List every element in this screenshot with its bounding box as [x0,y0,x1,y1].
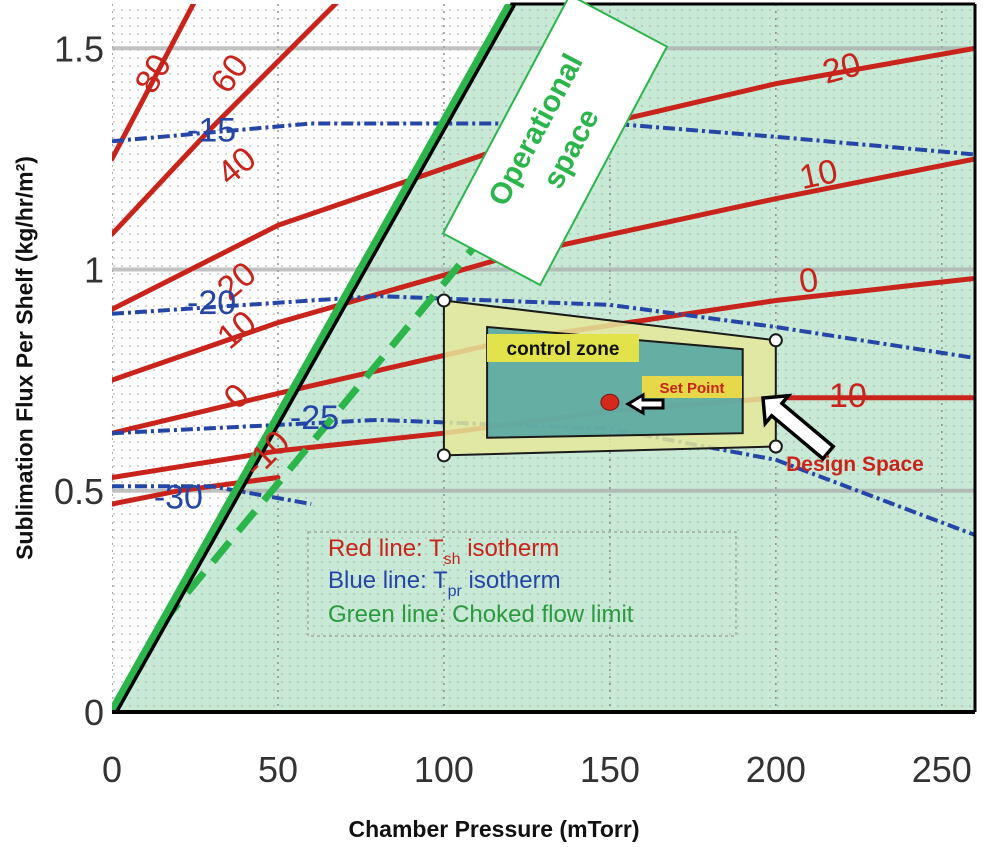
y-axis-label-wrap: Sublimation Flux Per Shelf (kg/hr/m²) [8,0,42,715]
legend-green-entry: Green line: Choked flow limit [328,601,634,628]
y-tick-label: 0 [84,692,104,733]
blue-isotherm-label: -20 [187,284,236,322]
control-zone-label-bg [487,334,639,362]
blue-isotherm-line [112,417,975,537]
design-space-vertex [436,293,451,308]
red-isotherm-line [112,4,339,237]
design-space-vertex [768,439,783,454]
legend-red-entry: Red line: Tsh isotherm [328,535,559,568]
design-space-label: Design Space [786,453,924,476]
blue-isotherm-line [112,294,975,360]
x-tick-label: 50 [258,749,298,790]
design-space-arrow [761,393,836,462]
x-tick-label: 200 [746,749,806,790]
y-tick-label: 1.5 [54,28,104,69]
set-point-label: Set Point [659,380,724,397]
set-point-arrow [625,392,665,416]
design-space-vertex [436,448,451,463]
blue-isotherm-label: -15 [187,111,236,149]
choked-flow-limit-edge [114,4,516,712]
choked-flow-limit-line [112,4,515,712]
y-tick-label: 1 [84,250,104,291]
x-axis-label: Chamber Pressure (mTorr) [348,816,640,842]
blue-isotherm-line [112,121,975,157]
y-tick-label: 0.5 [54,471,104,512]
set-point-label-bg [642,376,742,398]
design-space-arrow-shape [761,393,836,462]
red-isotherm-label: 10 [796,152,841,197]
x-tick-label: 250 [912,749,972,790]
y-axis-label: Sublimation Flux Per Shelf (kg/hr/m²) [11,155,38,560]
blue-isotherm-label: -30 [154,479,203,517]
operational-space-box [441,0,669,287]
red-isotherm-label: -10 [818,377,867,415]
red-isotherm-line [112,4,197,162]
blue-isotherm-label: -25 [290,399,339,437]
legend-box [307,531,737,637]
x-tick-label: 150 [580,749,640,790]
design-space-vertex [768,333,783,348]
control-zone-label: control zone [507,339,620,360]
x-tick-label: 0 [102,749,122,790]
set-point-marker [600,393,620,411]
legend-blue-entry: Blue line: Tpr isotherm [328,567,561,600]
x-tick-label: 100 [414,749,474,790]
blue-isotherm-line [112,484,312,506]
